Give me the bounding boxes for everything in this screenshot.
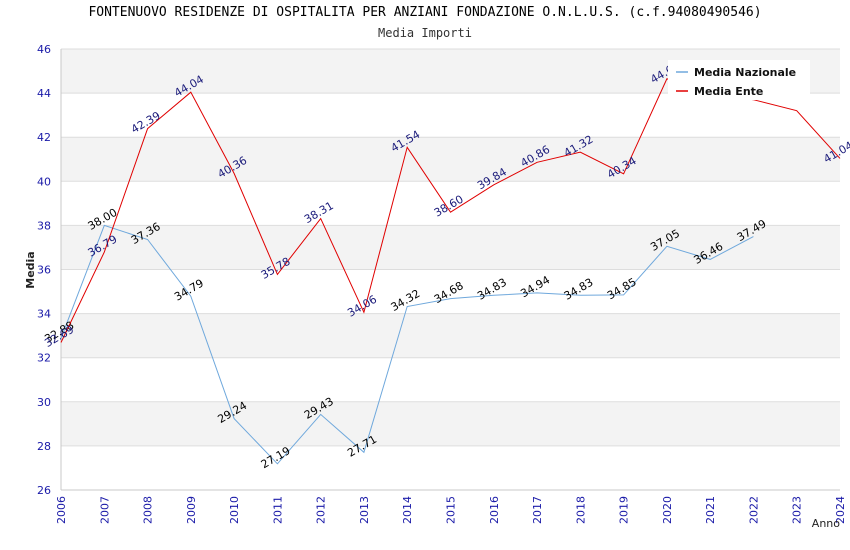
series-line-media-nazionale — [60, 224, 754, 465]
x-tick-label: 2006 — [55, 496, 68, 524]
x-tick-label: 2014 — [401, 496, 414, 524]
x-tick-label: 2013 — [358, 496, 371, 524]
x-tick-label: 2016 — [488, 496, 501, 524]
x-tick-label: 2015 — [445, 496, 458, 524]
plot-band — [61, 357, 840, 402]
plot-band — [61, 313, 840, 358]
x-tick-label: 2009 — [185, 496, 198, 524]
y-tick-label: 46 — [37, 43, 51, 56]
x-tick-label: 2008 — [142, 496, 155, 524]
x-tick-label: 2011 — [271, 496, 284, 524]
legend-label: Media Nazionale — [694, 66, 796, 79]
y-tick-label: 28 — [37, 440, 51, 453]
x-tick-label: 2018 — [574, 496, 587, 524]
chart-title: FONTENUOVO RESIDENZE DI OSPITALITA PER A… — [88, 5, 762, 20]
plot-band — [61, 93, 840, 138]
plot-band — [61, 181, 840, 226]
x-tick-label: 2022 — [747, 496, 760, 524]
plot-band — [61, 225, 840, 270]
plot-band — [61, 137, 840, 182]
legend-label: Media Ente — [694, 85, 763, 98]
chart-subtitle: Media Importi — [378, 26, 472, 40]
y-tick-label: 32 — [37, 352, 51, 365]
y-tick-label: 26 — [37, 484, 51, 497]
x-tick-label: 2012 — [315, 496, 328, 524]
y-tick-label: 36 — [37, 264, 51, 277]
y-tick-label: 40 — [37, 175, 51, 188]
x-tick-label: 2024 — [834, 496, 847, 524]
x-tick-label: 2021 — [704, 496, 717, 524]
y-tick-label: 30 — [37, 396, 51, 409]
legend-box — [668, 60, 810, 100]
y-tick-label: 38 — [37, 219, 51, 232]
x-tick-label: 2010 — [228, 496, 241, 524]
plot-band — [61, 401, 840, 446]
y-tick-label: 34 — [37, 308, 51, 321]
x-tick-label: 2020 — [661, 496, 674, 524]
x-tick-label: 2007 — [98, 496, 111, 524]
y-tick-label: 44 — [37, 87, 51, 100]
y-axis-title: Media — [24, 251, 37, 288]
x-tick-label: 2023 — [791, 496, 804, 524]
x-tick-label: 2017 — [531, 496, 544, 524]
plot-band — [61, 445, 840, 490]
x-axis-title: Anno — [812, 517, 840, 530]
x-tick-label: 2019 — [618, 496, 631, 524]
y-tick-label: 42 — [37, 131, 51, 144]
plot-band — [61, 269, 840, 314]
